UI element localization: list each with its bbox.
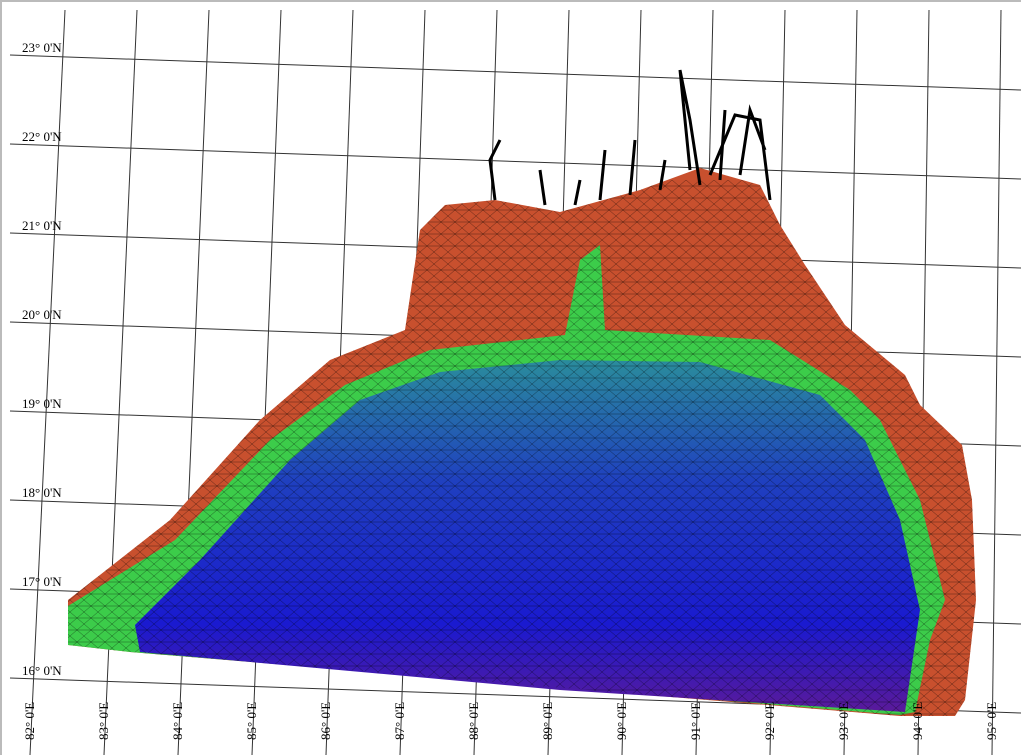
latitude-label: 22° 0'N [22,129,62,144]
longitude-label: 87° 0'E [392,702,407,740]
longitude-label: 88° 0'E [466,702,481,740]
latitude-label: 21° 0'N [22,218,62,233]
longitude-label: 85° 0'E [244,702,259,740]
latitude-label: 18° 0'N [22,485,62,500]
longitude-label: 83° 0'E [96,702,111,740]
longitude-label: 95° 0'E [984,702,999,740]
river-outlets [488,69,772,206]
longitude-label: 84° 0'E [170,702,185,740]
latitude-label: 20° 0'N [22,307,62,322]
latitude-label: 17° 0'N [22,574,62,589]
longitude-label: 92° 0'E [762,702,777,740]
latitude-label: 19° 0'N [22,396,62,411]
longitude-label: 89° 0'E [540,702,555,740]
longitude-label: 90° 0'E [614,702,629,740]
longitude-label: 86° 0'E [318,702,333,740]
longitude-label: 94° 0'E [910,702,925,740]
parallel [9,54,1021,91]
parallel [9,143,1021,180]
meridian [29,9,66,755]
graticule-labels: 23° 0'N 22° 0'N 21° 0'N 20° 0'N 19° 0'N 18° 0… [22,40,999,740]
longitude-label: 93° 0'E [836,702,851,740]
longitude-label: 91° 0'E [688,702,703,740]
meridian [991,9,1002,755]
latitude-label: 16° 0'N [22,663,62,678]
longitude-label: 82° 0'E [22,702,37,740]
latitude-label: 23° 0'N [22,40,62,55]
